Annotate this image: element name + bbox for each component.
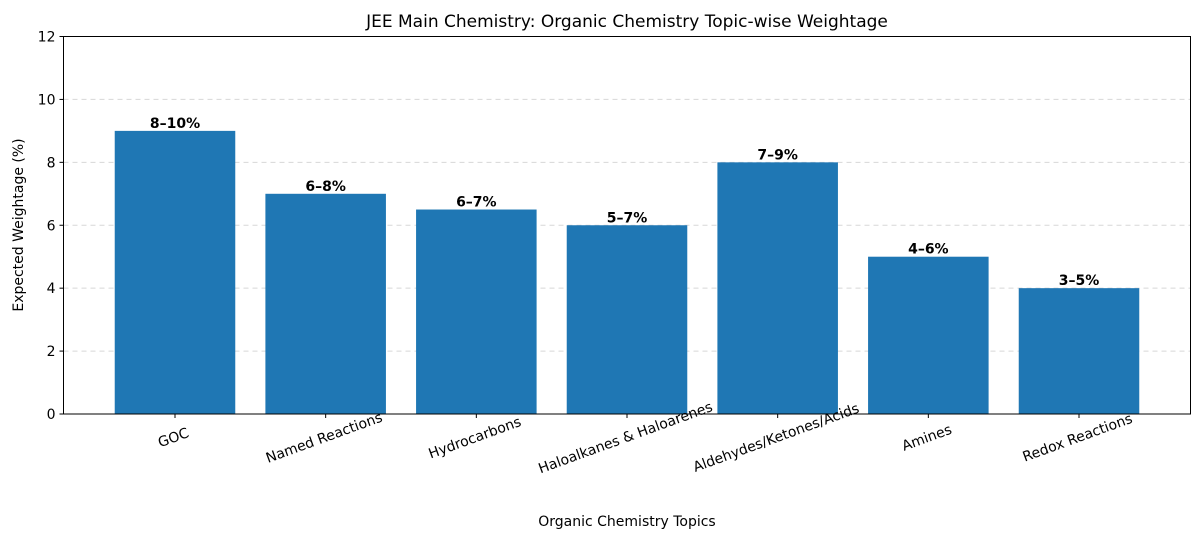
y-tick-label: 8 (47, 155, 56, 171)
x-tick-label: Redox Reactions (1021, 411, 1135, 466)
data-label: 3–5% (1059, 273, 1100, 289)
y-axis-label: Expected Weightage (%) (11, 138, 27, 311)
bar-6 (1018, 288, 1140, 414)
x-tick-label: Amines (900, 422, 954, 455)
y-tick-label: 6 (47, 218, 56, 234)
bar-2 (416, 209, 537, 414)
y-tick-label: 10 (38, 92, 56, 108)
y-tick-label: 0 (47, 407, 56, 423)
data-label: 7–9% (757, 147, 798, 163)
plot-frame (63, 36, 1191, 415)
data-label: 5–7% (607, 210, 648, 226)
chart-title: JEE Main Chemistry: Organic Chemistry To… (365, 12, 888, 32)
data-label: 6–7% (456, 195, 497, 211)
x-tick-label: GOC (156, 425, 191, 451)
x-tick-label: Hydrocarbons (426, 414, 523, 462)
y-tick-label: 4 (47, 281, 56, 297)
bar-5 (868, 256, 989, 414)
y-tick-label: 12 (38, 30, 56, 46)
x-tick-label: Named Reactions (264, 410, 385, 467)
bar-3 (566, 225, 688, 414)
data-label: 4–6% (908, 242, 949, 258)
data-label: 6–8% (305, 179, 346, 195)
data-label: 8–10% (150, 116, 200, 132)
bar-4 (717, 162, 838, 414)
y-tick-label: 2 (47, 344, 56, 360)
x-axis-label: Organic Chemistry Topics (538, 514, 715, 530)
bar-1 (265, 193, 386, 414)
bar-0 (114, 130, 236, 414)
